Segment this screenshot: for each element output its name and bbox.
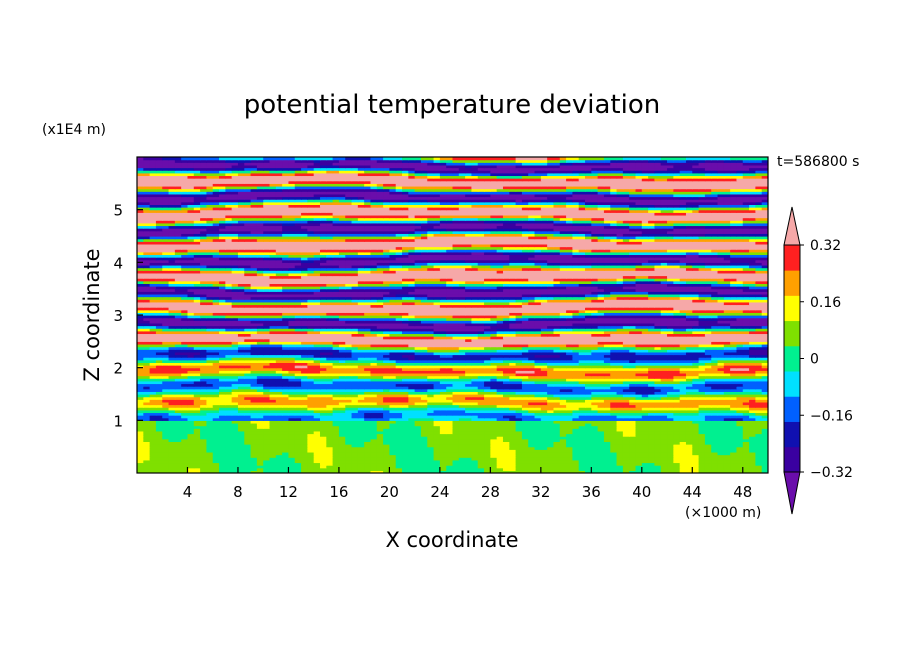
y-tick-label: 1 [113, 412, 123, 430]
colorbar-upper-extension [783, 206, 801, 246]
colorbar-tick-label: 0 [810, 352, 819, 368]
colorbar-swatch [784, 320, 800, 347]
y-unit-label: (x1E4 m) [42, 122, 106, 138]
colorbar-swatch [784, 421, 800, 448]
colorbar-swatch [784, 446, 800, 473]
heatmap-field [137, 157, 768, 473]
colorbar-lower-extension [783, 471, 801, 515]
y-tick-label: 3 [113, 307, 123, 325]
x-axis: 4 8 12 16 20 24 28 32 36 40 44 48 [183, 467, 752, 501]
x-tick-label: 12 [279, 483, 298, 501]
y-tick-label: 2 [113, 360, 123, 378]
x-tick-label: 32 [531, 483, 550, 501]
x-tick-label: 24 [430, 483, 449, 501]
time-label: t=586800 s [777, 154, 859, 170]
colorbar: 0.32 0.16 0 −0.16 −0.32 [783, 206, 853, 515]
x-tick-label: 16 [329, 483, 348, 501]
colorbar-swatch [784, 371, 800, 397]
colorbar-swatch [784, 345, 800, 372]
x-axis-label: X coordinate [385, 528, 518, 552]
colorbar-swatch [784, 245, 800, 271]
x-tick-label: 36 [582, 483, 601, 501]
x-tick-label: 4 [183, 483, 193, 501]
x-tick-label: 28 [481, 483, 500, 501]
x-tick-label: 8 [233, 483, 243, 501]
x-unit-label: (×1000 m) [685, 505, 761, 521]
chart-title: potential temperature deviation [244, 90, 660, 120]
colorbar-swatch [784, 270, 800, 296]
y-tick-label: 4 [113, 254, 123, 272]
y-axis: 1 2 3 4 5 [113, 202, 143, 430]
colorbar-tick-label: 0.32 [810, 238, 841, 254]
colorbar-swatch [784, 396, 800, 422]
colorbar-tick-label: 0.16 [810, 295, 841, 311]
x-tick-label: 20 [380, 483, 399, 501]
colorbar-tick-label: −0.16 [810, 408, 853, 424]
y-axis-label: Z coordinate [80, 248, 104, 381]
colorbar-tick-label: −0.32 [810, 465, 853, 481]
x-tick-label: 40 [632, 483, 651, 501]
x-tick-label: 44 [683, 483, 702, 501]
colorbar-swatch [784, 295, 800, 322]
y-tick-label: 5 [113, 202, 123, 220]
x-tick-label: 48 [733, 483, 752, 501]
